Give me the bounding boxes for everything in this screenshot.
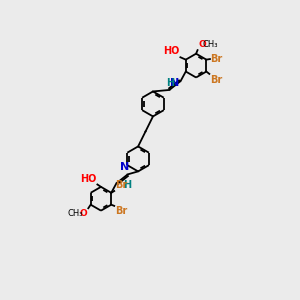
Text: CH₃: CH₃ xyxy=(68,209,83,218)
Text: H: H xyxy=(166,78,174,88)
Text: Br: Br xyxy=(115,180,127,190)
Text: O: O xyxy=(80,209,88,218)
Text: Br: Br xyxy=(211,54,223,64)
Text: O: O xyxy=(198,40,206,49)
Text: HO: HO xyxy=(163,46,179,56)
Text: H: H xyxy=(123,180,131,190)
Text: Br: Br xyxy=(115,206,127,217)
Text: HO: HO xyxy=(80,174,97,184)
Text: N: N xyxy=(120,162,129,172)
Text: N: N xyxy=(170,78,179,88)
Text: CH₃: CH₃ xyxy=(203,40,218,49)
Text: Br: Br xyxy=(210,74,222,85)
